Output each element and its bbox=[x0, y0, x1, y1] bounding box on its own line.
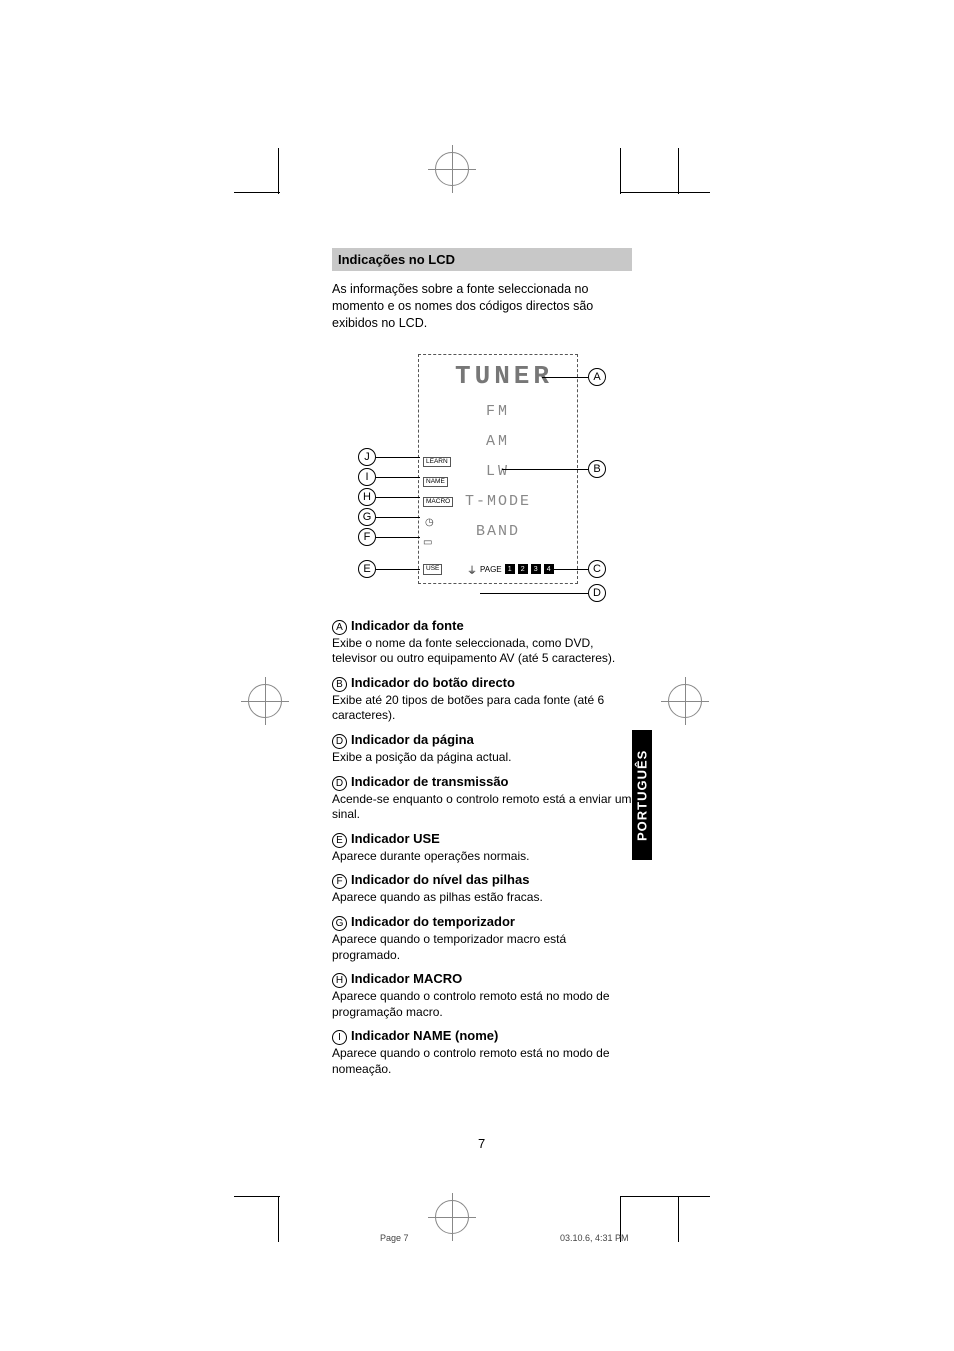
item-letter: B bbox=[332, 677, 347, 692]
item-title: Indicador do nível das pilhas bbox=[351, 872, 529, 887]
lcd-row-am: AM bbox=[419, 433, 577, 450]
callout-b: B bbox=[588, 460, 606, 478]
callout-d: D bbox=[588, 584, 606, 602]
item-letter: A bbox=[332, 620, 347, 635]
item-f: F Indicador do nível das pilhas Aparece q… bbox=[332, 872, 632, 906]
item-c: D Indicador da página Exibe a posição da … bbox=[332, 732, 632, 766]
language-tab: PORTUGUÊS bbox=[632, 730, 652, 860]
item-title: Indicador de transmissão bbox=[351, 774, 509, 789]
page-num-3: 3 bbox=[531, 564, 541, 574]
callout-c: C bbox=[588, 560, 606, 578]
item-letter: G bbox=[332, 916, 347, 931]
timer-icon: ◷ bbox=[425, 517, 434, 528]
callout-f: F bbox=[358, 528, 376, 546]
page-label: PAGE bbox=[480, 565, 502, 574]
item-title: Indicador da fonte bbox=[351, 618, 464, 633]
item-body: Aparece quando o controlo remoto está no… bbox=[332, 989, 632, 1020]
lcd-row-fm: FM bbox=[419, 403, 577, 420]
item-b: B Indicador do botão directo Exibe até 20… bbox=[332, 675, 632, 724]
item-title: Indicador da página bbox=[351, 732, 474, 747]
lcd-diagram: TUNER FM AM LW T-MODE BAND LEARN NAME MA… bbox=[352, 350, 612, 600]
item-body: Acende-se enquanto o controlo remoto est… bbox=[332, 792, 632, 823]
item-letter: D bbox=[332, 734, 347, 749]
item-i: I Indicador NAME (nome) Aparece quando o … bbox=[332, 1028, 632, 1077]
item-body: Aparece quando as pilhas estão fracas. bbox=[332, 890, 632, 906]
item-a: A Indicador da fonte Exibe o nome da font… bbox=[332, 618, 632, 667]
page-num-2: 2 bbox=[518, 564, 528, 574]
callout-a: A bbox=[588, 368, 606, 386]
item-letter: E bbox=[332, 833, 347, 848]
item-letter: H bbox=[332, 973, 347, 988]
intro-text: As informações sobre a fonte seleccionad… bbox=[332, 281, 632, 332]
lcd-row-band: BAND bbox=[419, 523, 577, 540]
item-letter: F bbox=[332, 874, 347, 889]
lcd-tag-name: NAME bbox=[423, 477, 448, 487]
item-title: Indicador NAME (nome) bbox=[351, 1028, 498, 1043]
lcd-tag-use: USE bbox=[423, 564, 442, 574]
callout-g: G bbox=[358, 508, 376, 526]
item-body: Aparece quando o controlo remoto está no… bbox=[332, 1046, 632, 1077]
transmit-icon: ⏚ bbox=[467, 562, 477, 577]
callout-h: H bbox=[358, 488, 376, 506]
footer-page: Page 7 bbox=[380, 1233, 409, 1243]
item-body: Exibe a posição da página actual. bbox=[332, 750, 632, 766]
section-header: Indicações no LCD bbox=[332, 248, 632, 271]
item-letter: D bbox=[332, 776, 347, 791]
item-letter: I bbox=[332, 1030, 347, 1045]
lcd-tag-macro: MACRO bbox=[423, 497, 453, 507]
item-title: Indicador MACRO bbox=[351, 971, 462, 986]
lcd-tag-learn: LEARN bbox=[423, 457, 451, 467]
item-body: Exibe o nome da fonte seleccionada, como… bbox=[332, 636, 632, 667]
item-body: Aparece quando o temporizador macro está… bbox=[332, 932, 632, 963]
callout-i: I bbox=[358, 468, 376, 486]
callout-j: J bbox=[358, 448, 376, 466]
item-title: Indicador USE bbox=[351, 831, 440, 846]
item-d: D Indicador de transmissão Acende-se enqu… bbox=[332, 774, 632, 823]
item-g: G Indicador do temporizador Aparece quand… bbox=[332, 914, 632, 963]
battery-icon: ▭ bbox=[423, 537, 432, 548]
lcd-pagebar: ⏚ PAGE 1 2 3 4 bbox=[467, 562, 554, 577]
item-title: Indicador do botão directo bbox=[351, 675, 515, 690]
item-title: Indicador do temporizador bbox=[351, 914, 515, 929]
lcd-source-text: TUNER bbox=[425, 361, 583, 391]
footer-timestamp: 03.10.6, 4:31 PM bbox=[560, 1233, 629, 1243]
item-h: H Indicador MACRO Aparece quando o contro… bbox=[332, 971, 632, 1020]
item-body: Aparece durante operações normais. bbox=[332, 849, 632, 865]
page-number: 7 bbox=[478, 1136, 485, 1151]
page-num-1: 1 bbox=[505, 564, 515, 574]
item-body: Exibe até 20 tipos de botões para cada f… bbox=[332, 693, 632, 724]
callout-e: E bbox=[358, 560, 376, 578]
item-e: E Indicador USE Aparece durante operações… bbox=[332, 831, 632, 865]
